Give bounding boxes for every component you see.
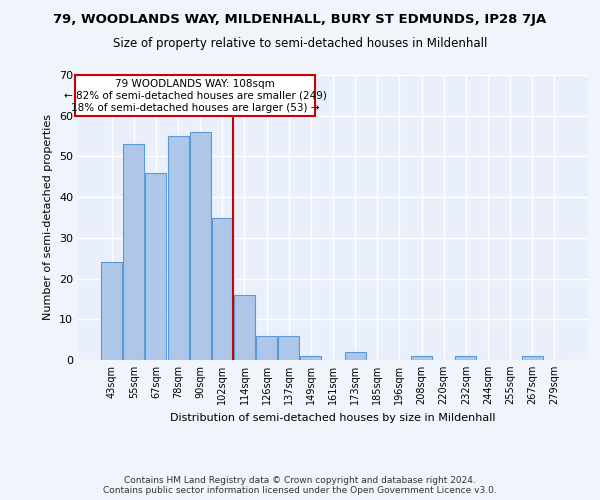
Bar bbox=[455, 356, 476, 360]
Bar bbox=[167, 136, 188, 360]
Bar bbox=[212, 218, 233, 360]
Text: ← 82% of semi-detached houses are smaller (249): ← 82% of semi-detached houses are smalle… bbox=[64, 90, 327, 101]
Bar bbox=[101, 262, 122, 360]
FancyBboxPatch shape bbox=[76, 75, 315, 116]
Bar bbox=[124, 144, 145, 360]
Bar bbox=[190, 132, 211, 360]
Bar bbox=[145, 172, 166, 360]
X-axis label: Distribution of semi-detached houses by size in Mildenhall: Distribution of semi-detached houses by … bbox=[170, 412, 496, 422]
Y-axis label: Number of semi-detached properties: Number of semi-detached properties bbox=[43, 114, 53, 320]
Text: Contains HM Land Registry data © Crown copyright and database right 2024.
Contai: Contains HM Land Registry data © Crown c… bbox=[103, 476, 497, 495]
Bar bbox=[301, 356, 322, 360]
Bar bbox=[256, 336, 277, 360]
Bar bbox=[234, 295, 255, 360]
Bar bbox=[344, 352, 365, 360]
Text: 79 WOODLANDS WAY: 108sqm: 79 WOODLANDS WAY: 108sqm bbox=[115, 79, 275, 89]
Text: 18% of semi-detached houses are larger (53) →: 18% of semi-detached houses are larger (… bbox=[71, 103, 320, 113]
Bar bbox=[521, 356, 542, 360]
Text: Size of property relative to semi-detached houses in Mildenhall: Size of property relative to semi-detach… bbox=[113, 38, 487, 51]
Bar bbox=[411, 356, 432, 360]
Bar bbox=[278, 336, 299, 360]
Text: 79, WOODLANDS WAY, MILDENHALL, BURY ST EDMUNDS, IP28 7JA: 79, WOODLANDS WAY, MILDENHALL, BURY ST E… bbox=[53, 12, 547, 26]
